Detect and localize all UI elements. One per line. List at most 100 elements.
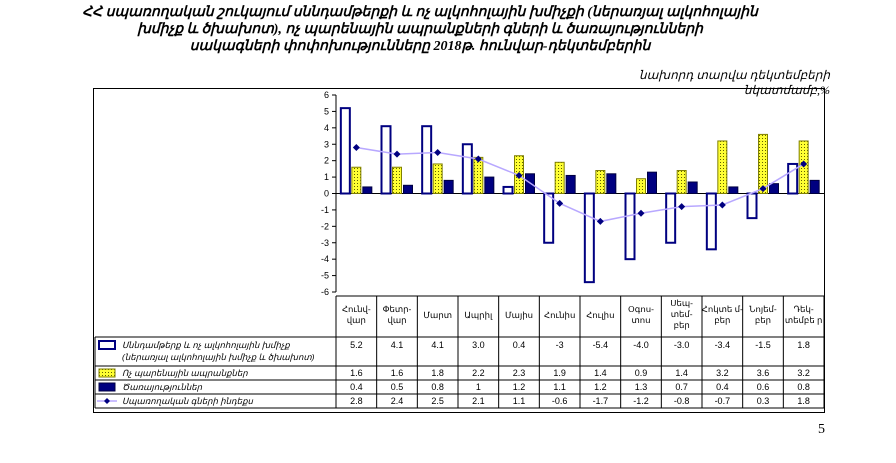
data-value-label: 3.2: [797, 368, 810, 378]
data-value-label: 4.1: [431, 340, 444, 350]
bar-series-3: [565, 174, 576, 194]
y-tick-label: 5: [324, 106, 329, 116]
data-value-label: 1.4: [675, 368, 688, 378]
data-value-label: 2.5: [431, 396, 444, 406]
data-value-label: 0.4: [716, 382, 729, 392]
data-value-label: 3.2: [716, 368, 729, 378]
category-label: Հունիս: [544, 310, 575, 320]
data-value-label: -1.2: [633, 396, 649, 406]
category-label: Մայիս: [505, 310, 533, 320]
data-value-label: -0.8: [674, 396, 690, 406]
data-value-label: 0.8: [431, 382, 444, 392]
chart-frame: [93, 88, 825, 413]
cpi-point: [556, 199, 564, 207]
data-value-label: -3.0: [674, 340, 690, 350]
data-value-label: -5.4: [593, 340, 609, 350]
y-tick-label: -3: [321, 238, 329, 248]
bar-series-3: [484, 176, 495, 194]
legend-label-line: (ներառյալ ալկոհոլային խմիչք և ծխախոտ): [122, 352, 315, 362]
bar-series-3: [809, 179, 820, 195]
data-value-label: 1.2: [594, 382, 607, 392]
page-number: 5: [818, 422, 825, 437]
bar-series-1: [543, 192, 555, 244]
cpi-point: [718, 201, 726, 209]
cpi-point: [352, 144, 360, 152]
bar-series-1: [787, 162, 799, 195]
data-value-label: 1.1: [553, 382, 566, 392]
cpi-point: [759, 185, 767, 193]
data-value-label: -3: [556, 340, 564, 350]
cpi-point: [678, 203, 686, 211]
data-value-label: 1.3: [635, 382, 648, 392]
cpi-point: [515, 171, 523, 179]
y-tick-label: -4: [321, 254, 329, 264]
data-value-label: 0.3: [757, 396, 770, 406]
data-value-label: -0.7: [715, 396, 731, 406]
category-label-line: Մարտ: [423, 310, 452, 320]
data-value-label: 1.1: [513, 396, 526, 406]
bar-series-2: [473, 156, 484, 194]
cpi-point: [800, 160, 808, 168]
data-value-label: 0.9: [635, 368, 648, 378]
bar-series-3: [647, 171, 657, 195]
category-label-line: Մայիս: [505, 310, 533, 320]
bar-series-2: [432, 163, 443, 194]
bar-series-2: [758, 133, 768, 194]
data-value-label: 1: [476, 382, 481, 392]
data-value-label: -1.7: [593, 396, 609, 406]
y-tick-label: -2: [321, 221, 329, 231]
category-label-line: Ապրիլ: [464, 310, 493, 320]
y-tick-label: 3: [324, 139, 329, 149]
cpi-point: [393, 150, 401, 158]
legend-label: Սպառողական գների ինդեքս: [122, 396, 253, 406]
chart-subtitle: նախորդ տարվա դեկտեմբերի նկատմամբ,%: [639, 68, 830, 97]
bar-series-1: [502, 185, 514, 195]
bar-series-1: [583, 192, 595, 284]
legend-swatch: [98, 340, 116, 350]
data-value-label: -1.5: [755, 340, 771, 350]
data-value-label: 2.1: [472, 396, 485, 406]
legend-label-line: Սննդամթերք և ոչ ալկոհոլային խմիչք: [122, 340, 290, 350]
category-label: Փետր-վար: [383, 304, 412, 325]
bar-series-1: [705, 192, 717, 251]
data-value-label: 4.1: [391, 340, 404, 350]
y-tick-label: 4: [324, 123, 329, 133]
legend-swatch-marker: [104, 398, 110, 404]
bar-series-3: [606, 173, 617, 195]
data-value-label: -0.6: [552, 396, 568, 406]
y-tick-label: -6: [321, 287, 329, 297]
data-value-label: 3.0: [472, 340, 485, 350]
category-label-line: վար: [347, 315, 366, 325]
data-value-label: 1.8: [797, 340, 810, 350]
bar-series-2: [554, 161, 565, 194]
category-label: Հոկտե մ-բեր: [702, 304, 743, 325]
bar-series-3: [769, 183, 779, 194]
category-label: Նոյեմ-բեր: [749, 304, 777, 325]
category-label-line: Փետր-: [383, 304, 412, 314]
data-value-label: 1.9: [553, 368, 566, 378]
bar-series-3: [403, 184, 413, 195]
data-value-label: 1.6: [350, 368, 363, 378]
bar-series-1: [380, 125, 392, 195]
category-label-line: տոս: [631, 315, 650, 325]
bar-series-2: [351, 166, 362, 195]
legend-label: Ոչ պարենային ապրանքներ: [122, 368, 248, 378]
bar-series-1: [421, 125, 433, 195]
category-label: Հուլիս: [586, 310, 614, 320]
category-label-line: վար: [387, 315, 406, 325]
chart-title: ՀՀ սպառողական շուկայում սննդամթերքի և ոչ…: [82, 5, 758, 54]
legend-label-line: Սպառողական գների ինդեքս: [122, 396, 253, 406]
category-label-line: Դեկ-: [794, 304, 814, 314]
data-value-label: 1.2: [513, 382, 526, 392]
bar-series-1: [665, 192, 677, 244]
data-value-label: 2.4: [391, 396, 404, 406]
bar-series-3: [362, 186, 373, 195]
category-label-line: Օգոս-: [628, 304, 654, 314]
category-label-line: Հոկտե մ-: [702, 304, 743, 314]
bar-series-2: [676, 170, 687, 194]
category-label: Օգոս-տոս: [628, 304, 654, 325]
data-value-label: 1.8: [797, 396, 810, 406]
data-value-label: 0.7: [675, 382, 688, 392]
category-label-line: Հուլիս: [586, 310, 614, 320]
